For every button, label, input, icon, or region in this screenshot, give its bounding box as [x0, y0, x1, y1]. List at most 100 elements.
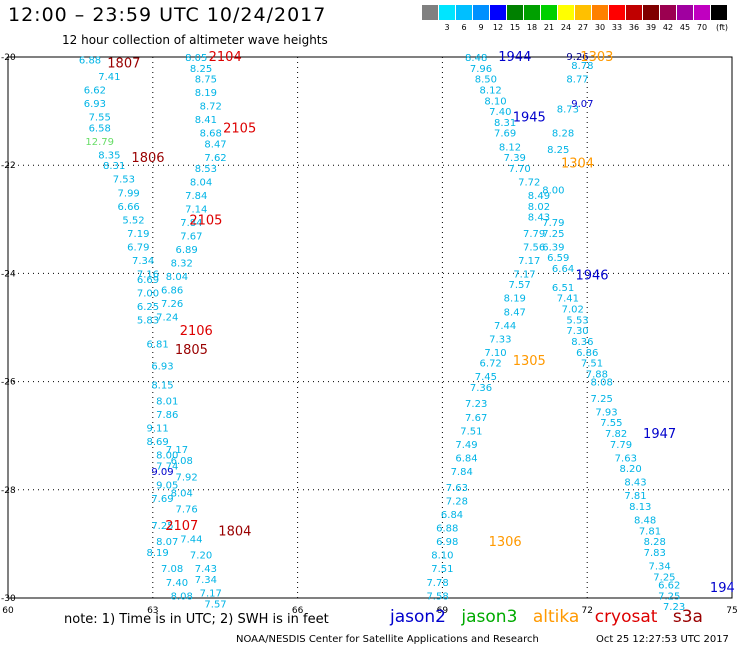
wave-height-point: 7.63: [446, 483, 468, 494]
wave-height-point: 7.51: [460, 426, 482, 437]
wave-height-point: 6.84: [441, 510, 463, 521]
color-scale-label: 6: [461, 23, 467, 32]
wave-height-point: 7.96: [470, 64, 492, 75]
wave-height-point: 7.86: [156, 410, 178, 421]
x-tick-label: 75: [726, 606, 737, 616]
pass-time-label: 2107: [165, 519, 198, 534]
wave-height-point: 7.33: [489, 334, 511, 345]
wave-height-point: 6.86: [576, 348, 598, 359]
wave-height-point: 7.99: [118, 188, 140, 199]
credit-line: NOAA/NESDIS Center for Satellite Applica…: [236, 634, 539, 645]
wave-height-point: 8.73: [557, 104, 579, 115]
wave-height-point: 7.19: [127, 229, 149, 240]
wave-height-point: 7.34: [132, 256, 154, 267]
color-scale-label: 27: [577, 23, 589, 32]
chart-subtitle: 12 hour collection of altimeter wave hei…: [62, 33, 328, 47]
wave-height-point: 7.62: [204, 153, 226, 164]
wave-height-point: 7.88: [586, 369, 608, 380]
legend-item-cryosat: cryosat: [594, 607, 658, 627]
legend-item-s3a: s3a: [672, 607, 703, 627]
wave-height-point: 7.84: [180, 218, 202, 229]
wave-height-point: 7.57: [204, 599, 226, 610]
wave-height-point: 7.57: [508, 280, 530, 291]
wave-height-point: 7.36: [470, 383, 492, 394]
wave-height-point: 8.49: [528, 191, 550, 202]
wave-height-point: 8.00: [156, 451, 178, 462]
wave-height-point: 7.92: [175, 472, 197, 483]
wave-height-point: 5.52: [122, 215, 144, 226]
wave-height-point: 7.40: [489, 107, 511, 118]
wave-height-point: 5.83: [137, 315, 159, 326]
wave-height-point: 7.63: [615, 453, 637, 464]
wave-height-point: 6.25: [137, 302, 159, 313]
wave-height-point: 8.72: [200, 102, 222, 113]
y-tick-label: -26: [1, 378, 16, 388]
wave-height-point: 7.41: [98, 72, 120, 83]
wave-height-point: 8.04: [190, 177, 212, 188]
wave-height-point: 8.75: [195, 75, 217, 86]
wave-height-point: 8.78: [571, 61, 593, 72]
wave-height-point: 7.82: [605, 429, 627, 440]
wave-height-point: 6.59: [547, 253, 569, 264]
color-scale-label: 36: [628, 23, 640, 32]
wave-height-point: 8.68: [200, 129, 222, 140]
wave-height-point: 8.19: [146, 548, 168, 559]
color-scale-swatch: [711, 5, 727, 20]
wave-height-point: 7.74: [156, 461, 178, 472]
wave-height-point: 7.14: [185, 204, 207, 215]
wave-height-point: 7.67: [465, 413, 487, 424]
wave-height-point: 6.79: [127, 242, 149, 253]
color-scale-label: 45: [679, 23, 691, 32]
wave-height-point: 7.79: [542, 218, 564, 229]
wave-height-point: 7.49: [455, 440, 477, 451]
wave-height-point: 8.08: [591, 378, 613, 389]
color-scale-swatch: [660, 5, 676, 20]
wave-height-point: 6.98: [436, 537, 458, 548]
color-scale-label: 70: [696, 23, 708, 32]
wave-height-point: 7.55: [600, 418, 622, 429]
wave-height-point: 9.26: [566, 52, 588, 63]
color-scale-swatch: [575, 5, 591, 20]
wave-height-point: 7.67: [180, 232, 202, 243]
wave-height-point: 8.47: [204, 140, 226, 151]
color-scale-swatch: [643, 5, 659, 20]
wave-height-point: 12.79: [85, 137, 114, 148]
wave-height-point: 6.81: [146, 340, 168, 351]
wave-height-point: 8.19: [504, 294, 526, 305]
color-scale-legend: 3 6 9 12 15 18 21 24 27 30 33 36 39 42 45 70 (ft): [422, 5, 732, 35]
color-scale-label: 12: [492, 23, 504, 32]
wave-height-point: 6.62: [658, 580, 680, 591]
wave-height-point: 6.08: [171, 456, 193, 467]
pass-time-label: 1946: [575, 268, 608, 283]
wave-height-point: 8.36: [571, 337, 593, 348]
wave-height-point: 7.17: [513, 269, 535, 280]
color-scale-swatch: [677, 5, 693, 20]
color-scale-label: 30: [594, 23, 606, 32]
pass-time-label: 1805: [175, 343, 208, 358]
color-scale-label: 3: [444, 23, 450, 32]
wave-height-point: 7.25: [151, 521, 173, 532]
wave-height-point: 7.69: [151, 494, 173, 505]
wave-height-point: 7.34: [195, 575, 217, 586]
color-scale-swatch: [592, 5, 608, 20]
pass-time-label: 1945: [513, 111, 546, 126]
wave-height-point: 7.30: [566, 326, 588, 337]
wave-height-point: 8.12: [499, 142, 521, 153]
wave-height-point: 8.05: [185, 53, 207, 64]
wave-height-point: 7.17: [166, 445, 188, 456]
x-tick-label: 66: [292, 606, 304, 616]
wave-height-point: 8.32: [171, 259, 193, 270]
wave-height-point: 7.25: [542, 229, 564, 240]
color-scale-swatch: [473, 5, 489, 20]
y-tick-label: -28: [1, 486, 16, 496]
wave-height-point: 6.51: [552, 283, 574, 294]
wave-height-point: 8.43: [528, 213, 550, 224]
wave-height-point: 8.47: [504, 307, 526, 318]
pass-time-label: 1303: [580, 50, 613, 65]
wave-height-point: 7.44: [180, 534, 202, 545]
wave-height-point: 7.70: [508, 164, 530, 175]
wave-height-point: 6.69: [137, 275, 159, 286]
wave-height-point: 8.28: [552, 129, 574, 140]
wave-height-point: 7.25: [658, 591, 680, 602]
wave-height-point: 7.02: [562, 305, 584, 316]
